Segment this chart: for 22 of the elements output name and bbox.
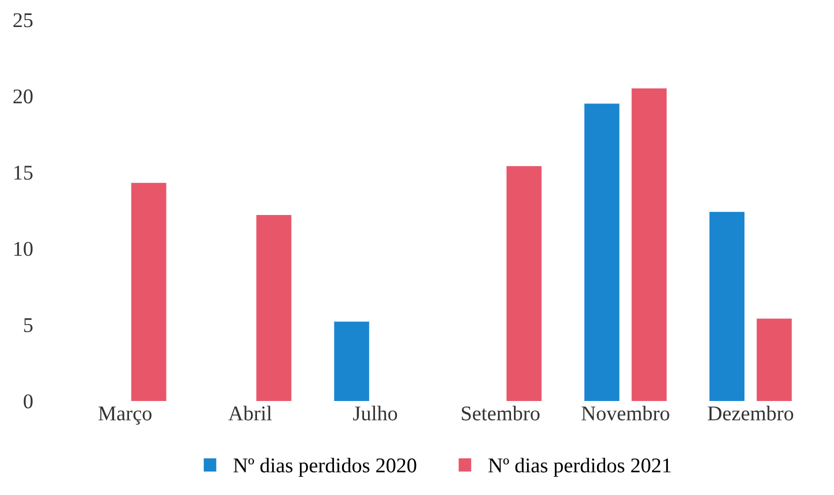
x-tick-label: Julho	[353, 406, 398, 420]
x-tick-label: Dezembro	[708, 406, 794, 420]
bar	[584, 104, 620, 401]
y-tick-label: 10	[14, 242, 33, 256]
y-tick-label: 25	[13, 13, 33, 28]
y-tick-label: 5	[24, 318, 33, 332]
y-tick-label: 20	[13, 89, 33, 104]
legend-label: Nº dias perdidos 2020	[234, 458, 416, 477]
bar	[131, 182, 166, 401]
x-tick-label: Setembro	[462, 406, 540, 420]
bar	[256, 214, 292, 401]
bar	[334, 322, 370, 401]
x-tick-label: Março	[98, 406, 152, 425]
bar	[506, 166, 542, 401]
bar	[709, 212, 744, 401]
bar	[632, 88, 667, 401]
x-tick-label: Novembro	[582, 406, 670, 420]
x-tick-label: Abril	[228, 406, 272, 420]
y-tick-label: 0	[24, 394, 33, 408]
legend-label: Nº dias perdidos 2021	[488, 458, 671, 477]
bar	[756, 318, 792, 401]
y-tick-label: 15	[14, 166, 33, 180]
